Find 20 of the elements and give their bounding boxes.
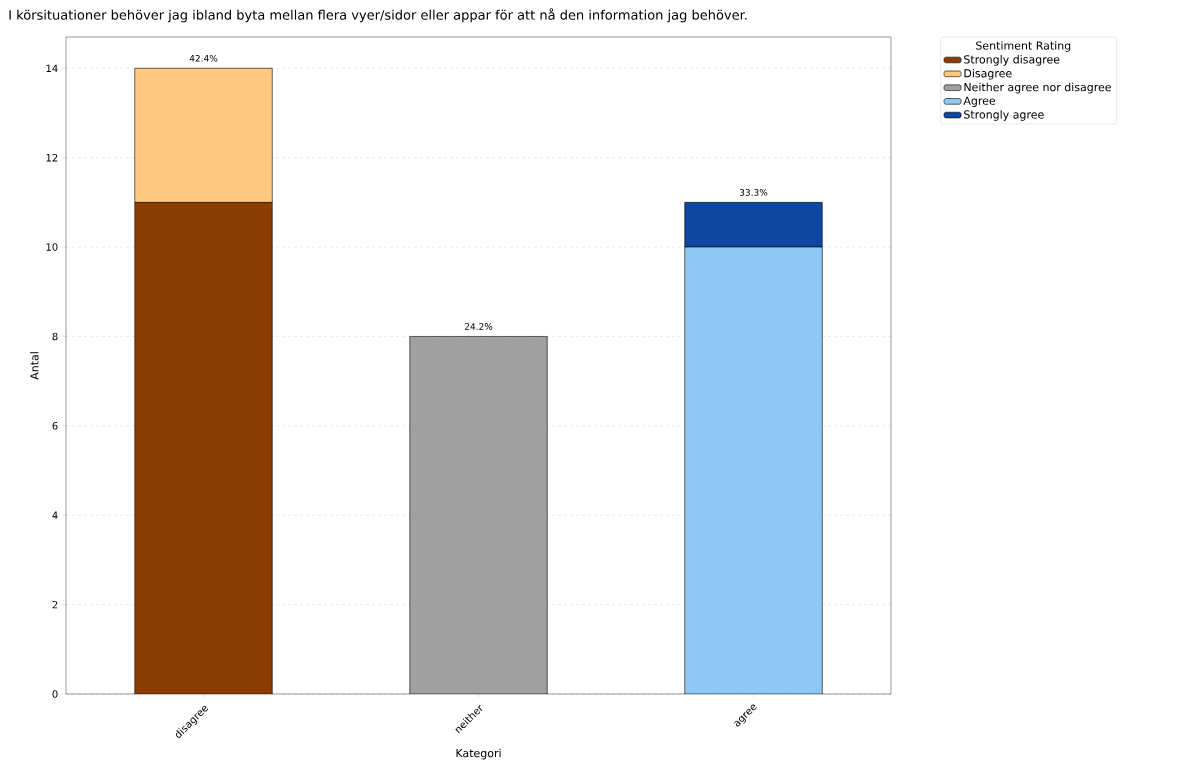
y-tick-label: 6 <box>52 422 58 430</box>
annotation: 24.2% <box>464 323 493 330</box>
legend-label: Strongly disagree <box>964 55 1060 66</box>
y-tick-label: 0 <box>52 690 58 698</box>
annotation: 42.4% <box>189 54 218 62</box>
y-axis-title: Antal <box>30 352 39 380</box>
y-tick-label: 8 <box>52 332 58 341</box>
x-axis-title: Kategori <box>456 748 501 760</box>
legend-label: Disagree <box>964 68 1012 80</box>
annotation: 33.3% <box>739 189 768 196</box>
chart-title: I körsituationer behöver jag ibland byta mellan flera vyer/sidor eller appar för att nå den information jag behöver. <box>9 8 747 23</box>
legend-label: Strongly agree <box>964 110 1044 121</box>
y-tick-label: 2 <box>52 600 58 609</box>
y-tick-label: 14 <box>46 64 58 72</box>
y-tick-label: 10 <box>46 243 58 251</box>
y-tick-label: 12 <box>46 153 58 162</box>
legend-label: Agree <box>963 96 996 107</box>
legend-title: Sentiment Rating <box>976 41 1071 52</box>
y-tick-label: 4 <box>52 511 58 519</box>
legend-label: Neither agree nor disagree <box>964 82 1111 94</box>
